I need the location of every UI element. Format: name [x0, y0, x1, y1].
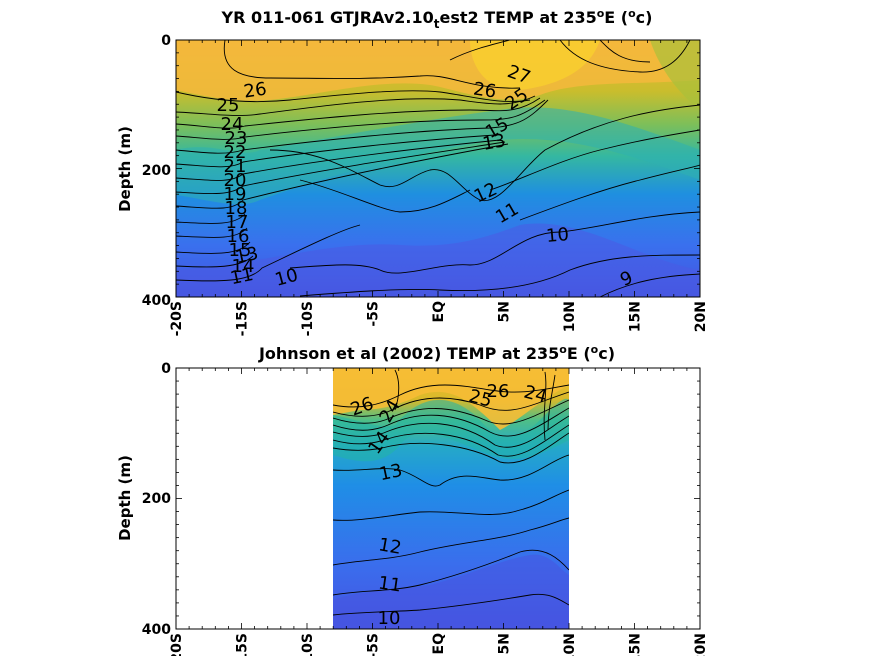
bottom-x-tick-labels: -20S -15S -10S -5S EQ 5N 10N 15N 20N: [169, 633, 709, 656]
x-tick-label: -15S: [235, 301, 251, 336]
bottom-panel: Johnson et al (2002) TEMP at 235oE (oc): [116, 343, 709, 656]
contour-label: 16: [227, 226, 250, 247]
contour-label: 12: [377, 534, 403, 559]
x-tick-label: 20N: [693, 633, 709, 656]
y-tick-label: 0: [161, 33, 171, 49]
x-tick-label: 20N: [693, 301, 709, 332]
top-heatmap: [176, 40, 700, 297]
bottom-y-axis-label: Depth (m): [116, 455, 134, 541]
y-tick-label: 200: [142, 491, 171, 507]
x-tick-label: -20S: [169, 633, 185, 656]
contour-label: 17: [226, 212, 249, 233]
top-y-axis-label: Depth (m): [116, 126, 134, 212]
contour-label: 20: [224, 170, 247, 191]
contour-label: 26: [472, 79, 498, 103]
x-tick-label: 15N: [628, 633, 644, 656]
x-tick-label: -5S: [366, 633, 382, 656]
x-tick-label: -15S: [235, 633, 251, 656]
contour-label: 13: [481, 130, 507, 155]
contour-label: 19: [224, 184, 247, 205]
x-tick-label: EQ: [431, 633, 447, 655]
contour-label: 13: [377, 460, 404, 485]
bottom-title: Johnson et al (2002) TEMP at 235oE (oc): [258, 343, 615, 363]
x-tick-label: -10S: [300, 633, 316, 656]
top-panel: YR 011-061 GTJRAv2.10test2 TEMP at 235oE…: [116, 7, 709, 336]
top-title: YR 011-061 GTJRAv2.10test2 TEMP at 235oE…: [221, 7, 653, 31]
x-tick-label: EQ: [431, 301, 447, 323]
contour-label: 18: [225, 198, 248, 219]
contour-label: 26: [487, 381, 510, 402]
contour-label: 24: [221, 114, 244, 135]
contour-label: 11: [377, 573, 403, 597]
contour-label: 11: [228, 264, 255, 289]
contour-label: 14: [232, 256, 255, 277]
y-tick-label: 0: [161, 361, 171, 377]
top-contours: [176, 40, 700, 297]
bottom-y-tick-labels: 0 200 400: [142, 361, 171, 638]
x-tick-label: 5N: [497, 301, 513, 322]
x-tick-label: 10N: [562, 633, 578, 656]
contour-label: 10: [378, 608, 401, 629]
bottom-contours: [333, 369, 569, 616]
contour-label: 13: [233, 243, 260, 268]
x-tick-label: -10S: [300, 301, 316, 336]
top-ticks: [175, 39, 701, 298]
x-tick-label: 5N: [497, 633, 513, 654]
x-tick-label: -5S: [366, 301, 382, 327]
contour-label: 15: [229, 240, 252, 261]
contour-label: 23: [225, 128, 248, 149]
y-tick-label: 200: [142, 163, 171, 179]
top-y-tick-labels: 0 200 400: [142, 33, 171, 309]
x-tick-label: -20S: [169, 301, 185, 336]
x-tick-label: 15N: [628, 301, 644, 332]
bottom-ticks: [175, 367, 701, 630]
y-tick-label: 400: [142, 293, 171, 309]
contour-label: 21: [224, 156, 247, 177]
x-tick-label: 10N: [562, 301, 578, 332]
contour-label: 25: [217, 95, 240, 116]
y-tick-label: 400: [142, 622, 171, 638]
contour-label: 10: [545, 224, 570, 247]
contour-label: 22: [224, 142, 247, 163]
contour-label: 26: [242, 79, 268, 103]
top-x-tick-labels: -20S -15S -10S -5S EQ 5N 10N 15N 20N: [169, 301, 709, 336]
